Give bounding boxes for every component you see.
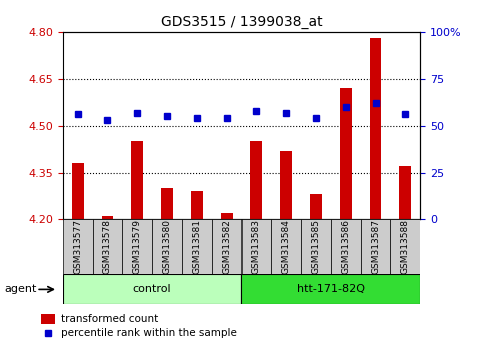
Bar	[63, 219, 93, 274]
Text: agent: agent	[5, 284, 37, 295]
Bar	[310, 194, 322, 219]
Bar	[191, 191, 203, 219]
Text: transformed count: transformed count	[61, 314, 158, 324]
Bar	[340, 88, 352, 219]
Text: control: control	[133, 284, 171, 295]
Text: GSM313582: GSM313582	[222, 219, 231, 274]
Bar	[390, 219, 420, 274]
Bar	[182, 219, 212, 274]
Bar	[72, 163, 84, 219]
Bar	[93, 219, 122, 274]
Text: GSM313577: GSM313577	[73, 219, 82, 274]
Bar	[369, 38, 382, 219]
Text: GSM313579: GSM313579	[133, 219, 142, 274]
Bar	[212, 219, 242, 274]
Text: GSM313581: GSM313581	[192, 219, 201, 274]
Bar	[161, 188, 173, 219]
Text: GSM313584: GSM313584	[282, 219, 291, 274]
Bar	[221, 213, 233, 219]
Bar	[152, 219, 182, 274]
Text: percentile rank within the sample: percentile rank within the sample	[61, 328, 237, 338]
Text: GSM313586: GSM313586	[341, 219, 350, 274]
Bar	[251, 141, 262, 219]
Text: GSM313580: GSM313580	[163, 219, 171, 274]
Bar	[122, 219, 152, 274]
Bar	[131, 141, 143, 219]
Bar	[271, 219, 301, 274]
Text: GSM313588: GSM313588	[401, 219, 410, 274]
Title: GDS3515 / 1399038_at: GDS3515 / 1399038_at	[161, 16, 322, 29]
Bar	[242, 219, 271, 274]
Bar	[361, 219, 390, 274]
Bar	[331, 219, 361, 274]
Text: GSM313585: GSM313585	[312, 219, 320, 274]
Bar	[63, 274, 242, 304]
Bar	[280, 151, 292, 219]
Bar	[242, 274, 420, 304]
Text: GSM313578: GSM313578	[103, 219, 112, 274]
Text: htt-171-82Q: htt-171-82Q	[297, 284, 365, 295]
Bar	[41, 314, 55, 324]
Bar	[301, 219, 331, 274]
Bar	[101, 216, 114, 219]
Bar	[399, 166, 412, 219]
Text: GSM313583: GSM313583	[252, 219, 261, 274]
Text: GSM313587: GSM313587	[371, 219, 380, 274]
